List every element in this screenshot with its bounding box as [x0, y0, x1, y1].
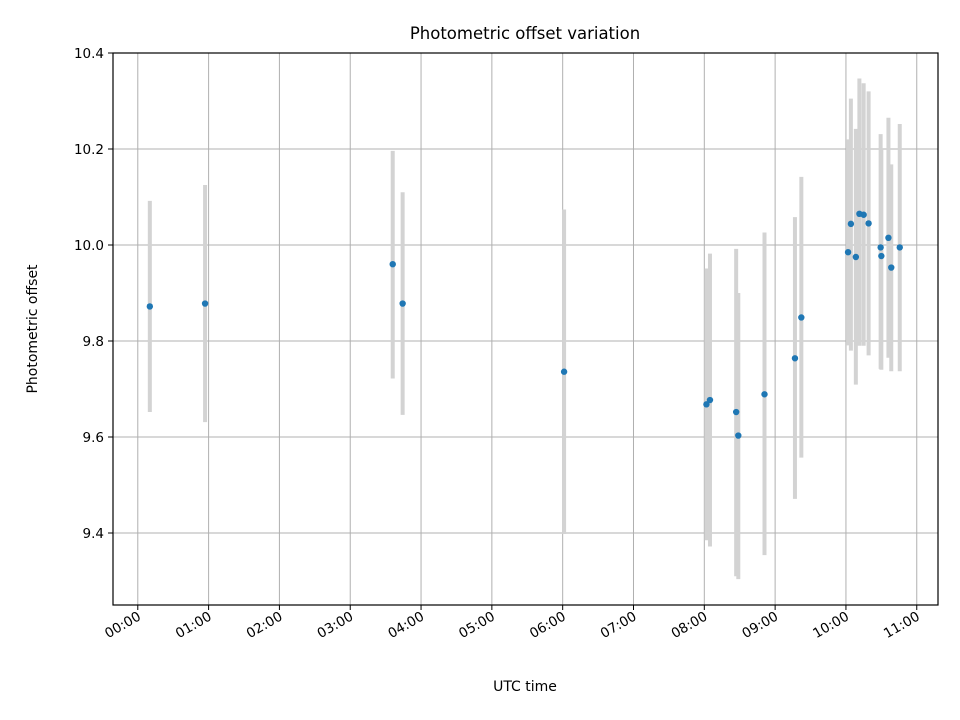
data-point	[852, 253, 860, 261]
data-point	[761, 391, 768, 398]
x-tick-label: 11:00	[881, 609, 923, 642]
y-tick-label: 10.4	[74, 46, 104, 62]
x-tick-label: 01:00	[173, 609, 215, 642]
grid-lines	[113, 52, 938, 605]
y-ticks: 9.4 9.6 9.8 10.0 10.2 10.4	[74, 46, 113, 542]
data-point	[735, 432, 742, 439]
data-point	[732, 408, 740, 416]
data-point	[860, 211, 867, 218]
data-point	[877, 244, 884, 251]
x-tick-label: 09:00	[739, 609, 781, 642]
x-tick-label: 04:00	[385, 609, 427, 642]
x-tick-label: 08:00	[669, 609, 711, 642]
data-point	[798, 314, 805, 321]
data-point	[201, 300, 209, 307]
x-tick-label: 06:00	[527, 609, 569, 642]
x-tick-label: 02:00	[244, 609, 286, 642]
y-tick-label: 9.8	[83, 334, 104, 350]
data-point	[146, 303, 154, 310]
x-tick-label: 03:00	[315, 609, 357, 642]
data-points	[146, 210, 903, 439]
data-point	[896, 244, 903, 251]
x-tick-label: 10:00	[810, 609, 852, 642]
data-point	[885, 234, 892, 241]
chart-title: Photometric offset variation	[410, 24, 640, 43]
data-point	[560, 368, 568, 375]
y-tick-label: 10.2	[74, 142, 104, 158]
x-tick-label: 05:00	[456, 609, 498, 642]
data-point	[878, 252, 885, 260]
error-bars	[147, 78, 902, 580]
x-ticks: 00:00 01:00 02:00 03:00 04:00 05:00 06:00 07:00…	[102, 605, 923, 642]
y-tick-label: 9.4	[83, 526, 104, 542]
x-tick-label: 00:00	[102, 609, 144, 642]
data-point	[791, 355, 799, 362]
data-point	[399, 300, 406, 307]
plot-frame	[112, 52, 939, 606]
data-point	[888, 264, 895, 271]
y-axis-label: Photometric offset	[25, 264, 41, 394]
y-tick-label: 9.6	[83, 430, 104, 446]
data-point	[847, 220, 855, 228]
data-point	[706, 396, 714, 404]
x-tick-label: 07:00	[598, 609, 640, 642]
x-axis-label: UTC time	[493, 679, 557, 695]
data-point	[703, 401, 710, 408]
y-tick-label: 10.0	[74, 238, 104, 254]
data-point	[844, 249, 852, 256]
data-point	[865, 220, 872, 227]
data-point	[389, 261, 396, 268]
